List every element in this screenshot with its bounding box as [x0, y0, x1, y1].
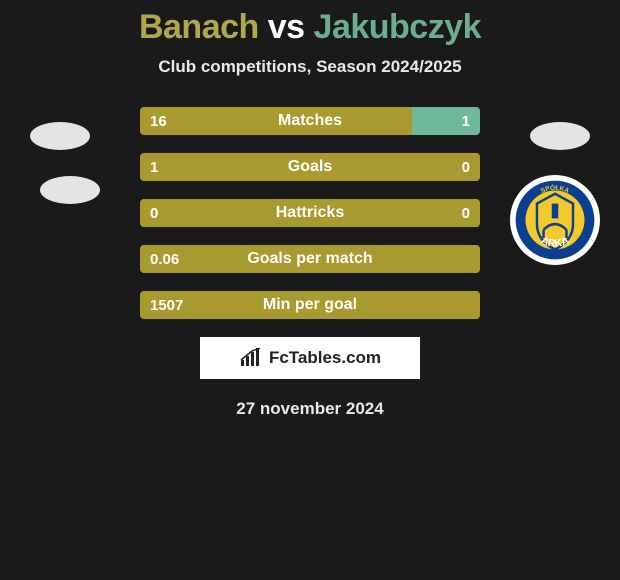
title-player2: Jakubczyk [314, 8, 482, 46]
stat-bar-left [140, 199, 480, 227]
stat-value-left: 1 [150, 153, 158, 181]
stat-value-right: 0 [462, 199, 470, 227]
comparison-infographic: Banach vs Jakubczyk Club competitions, S… [0, 0, 620, 580]
stat-value-left: 1507 [150, 291, 183, 319]
title: Banach vs Jakubczyk [0, 0, 620, 47]
stat-bar-left [140, 291, 480, 319]
stat-value-left: 16 [150, 107, 167, 135]
title-player1: Banach [139, 8, 259, 46]
stat-row-goals-per-match: 0.06Goals per match [140, 245, 480, 273]
stat-value-right: 0 [462, 153, 470, 181]
date: 27 november 2024 [0, 399, 620, 419]
title-vs: vs [268, 8, 305, 46]
stat-row-goals: 10Goals [140, 153, 480, 181]
stat-bars: 161Matches10Goals00Hattricks0.06Goals pe… [0, 107, 620, 319]
stat-value-right: 1 [462, 107, 470, 135]
bar-chart-icon [239, 348, 263, 368]
stat-value-left: 0.06 [150, 245, 179, 273]
brand-text: FcTables.com [269, 348, 381, 368]
stat-row-hattricks: 00Hattricks [140, 199, 480, 227]
stat-bar-left [140, 245, 480, 273]
stat-bar-left [140, 107, 412, 135]
stat-value-left: 0 [150, 199, 158, 227]
stat-row-min-per-goal: 1507Min per goal [140, 291, 480, 319]
stat-row-matches: 161Matches [140, 107, 480, 135]
subtitle: Club competitions, Season 2024/2025 [0, 57, 620, 77]
brand-footer[interactable]: FcTables.com [200, 337, 420, 379]
stat-bar-left [140, 153, 480, 181]
